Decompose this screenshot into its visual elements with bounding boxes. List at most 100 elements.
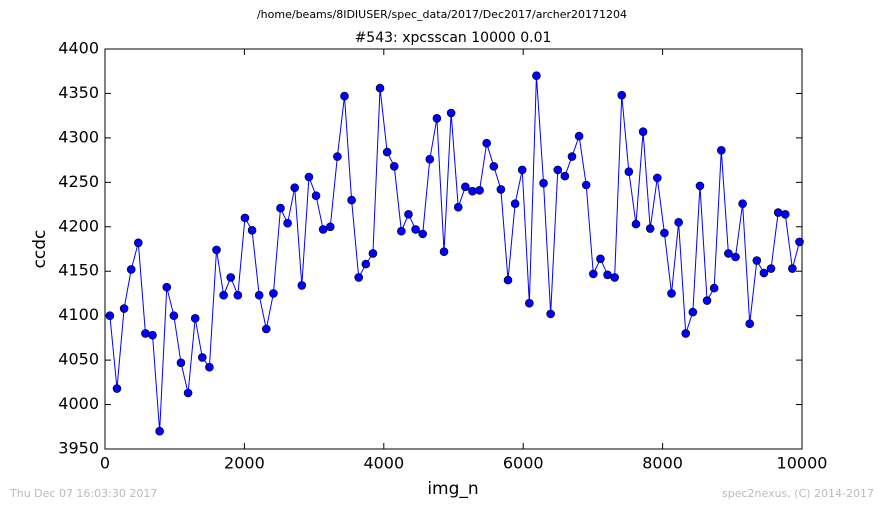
data-line <box>109 75 800 432</box>
data-point <box>766 264 776 273</box>
data-point <box>532 71 541 80</box>
data-point <box>269 289 278 298</box>
data-point <box>141 329 150 338</box>
data-point <box>439 247 449 256</box>
data-point <box>134 238 143 248</box>
data-point <box>276 203 285 213</box>
data-point <box>503 275 513 285</box>
data-point <box>517 165 527 175</box>
data-point <box>724 249 733 258</box>
data-point <box>311 191 321 200</box>
data-point <box>233 290 243 300</box>
data-point <box>482 138 491 148</box>
data-point <box>610 273 619 282</box>
data-point <box>354 273 364 282</box>
data-point <box>261 324 271 334</box>
data-point <box>624 167 634 176</box>
footer-credit: spec2nexus, (C) 2014-2017 <box>722 487 874 500</box>
data-point <box>752 256 762 265</box>
y-tick-label: 3950 <box>58 439 99 458</box>
data-point <box>226 273 236 282</box>
data-point <box>212 245 221 255</box>
data-point <box>667 289 676 298</box>
data-point <box>780 210 790 219</box>
data-point <box>525 298 534 308</box>
data-point <box>155 426 164 436</box>
data-point <box>695 181 705 191</box>
data-point <box>510 199 520 208</box>
data-point <box>183 388 193 398</box>
data-point <box>788 264 797 273</box>
y-tick-label: 4100 <box>58 305 99 324</box>
chart-title: #543: xpcsscan 10000 0.01 <box>355 30 552 46</box>
data-point <box>631 219 641 229</box>
data-point <box>325 222 335 232</box>
data-point <box>411 225 420 234</box>
data-point <box>681 329 691 338</box>
data-point <box>162 282 172 292</box>
data-point <box>496 185 506 194</box>
data-point <box>773 208 783 217</box>
data-point <box>745 319 755 328</box>
data-point <box>581 180 591 190</box>
y-tick-label: 4350 <box>58 83 99 102</box>
data-point <box>340 91 349 101</box>
data-point <box>596 254 605 264</box>
x-tick-label: 10000 <box>777 454 828 473</box>
data-point <box>738 199 747 208</box>
data-point <box>318 225 328 234</box>
data-point <box>475 186 484 195</box>
y-tick-label: 4150 <box>58 261 99 280</box>
data-point <box>645 224 655 233</box>
x-axis-label: img_n <box>427 479 478 499</box>
data-point <box>539 178 548 188</box>
suptitle: /home/beams/8IDIUSER/spec_data/2017/Dec2… <box>257 8 627 21</box>
x-tick-label: 0 <box>100 454 110 473</box>
data-point <box>688 307 698 317</box>
data-point <box>240 213 250 223</box>
data-point <box>446 108 456 118</box>
data-point <box>389 162 399 171</box>
data-point <box>589 269 598 279</box>
plot-frame <box>104 48 803 450</box>
data-point <box>709 283 719 293</box>
data-point <box>461 182 470 192</box>
data-point <box>254 290 264 300</box>
data-point <box>603 270 612 280</box>
data-point <box>361 259 371 269</box>
data-point <box>219 290 228 300</box>
data-point <box>425 154 435 164</box>
x-tick-label: 6000 <box>503 454 544 473</box>
x-tick-label: 4000 <box>363 454 404 473</box>
data-point <box>397 226 406 236</box>
data-point <box>404 210 413 219</box>
data-point <box>716 146 726 155</box>
data-point <box>759 268 769 278</box>
data-point <box>638 127 648 136</box>
data-point <box>333 152 342 161</box>
data-point <box>112 384 122 393</box>
data-point <box>553 165 563 175</box>
y-axis-label: ccdc <box>30 230 50 269</box>
data-point <box>347 195 356 205</box>
data-point <box>176 358 186 368</box>
data-point <box>283 218 292 228</box>
data-point <box>567 152 577 161</box>
data-point <box>489 162 499 171</box>
data-point <box>617 90 627 100</box>
data-point <box>660 228 669 238</box>
data-point <box>702 296 712 305</box>
data-point <box>653 173 662 183</box>
data-point <box>674 218 683 227</box>
y-tick-label: 4400 <box>58 39 99 58</box>
data-point <box>205 362 214 372</box>
x-tick-label: 2000 <box>224 454 265 473</box>
data-point <box>574 131 584 141</box>
y-tick-label: 4050 <box>58 350 99 369</box>
footer-date: Thu Dec 07 16:03:30 2017 <box>9 487 157 500</box>
data-point <box>795 237 804 247</box>
y-tick-label: 4250 <box>58 172 99 191</box>
data-point <box>119 304 129 313</box>
data-point <box>198 353 207 362</box>
